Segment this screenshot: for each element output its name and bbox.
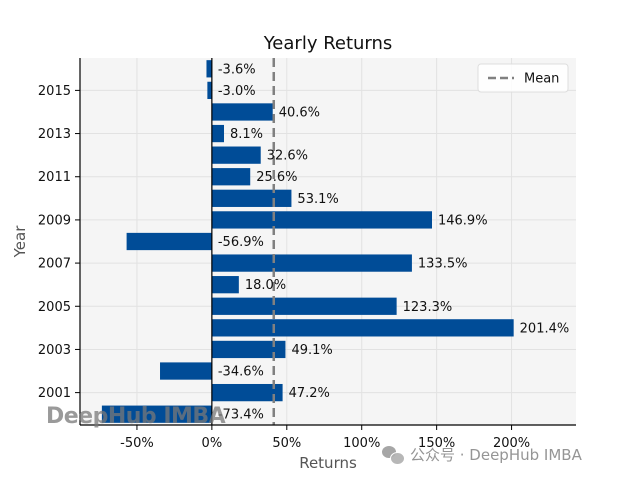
bar-2001 xyxy=(211,383,283,402)
data-label-2005: 123.3% xyxy=(403,300,453,315)
x-axis-label: Returns xyxy=(299,454,357,472)
data-label-2011: 25.6% xyxy=(256,170,297,185)
data-label-2002: -34.6% xyxy=(218,365,264,380)
wechat-icon xyxy=(382,445,405,465)
bar-2013 xyxy=(211,124,225,143)
data-label-2016: -3.6% xyxy=(218,62,256,77)
bar-2011 xyxy=(211,168,251,186)
bar-2014 xyxy=(211,103,273,121)
data-label-2009: 146.9% xyxy=(438,213,488,228)
watermark-right-text: 公众号 · DeepHub IMBA xyxy=(410,446,582,464)
bar-2002 xyxy=(160,362,212,380)
y-tick-label: 2009 xyxy=(38,213,71,228)
x-tick-label: 100% xyxy=(343,436,380,451)
watermark-right: 公众号 · DeepHub IMBA xyxy=(382,444,582,465)
y-tick-label: 2007 xyxy=(38,257,71,272)
y-tick-label: 2005 xyxy=(38,300,71,315)
legend-box xyxy=(477,63,569,93)
data-label-2012: 32.6% xyxy=(267,149,308,164)
legend-mean-label: Mean xyxy=(524,72,559,87)
y-tick-label: 2003 xyxy=(38,343,71,358)
data-label-2008: -56.9% xyxy=(218,235,264,250)
bar-2012 xyxy=(211,146,261,164)
x-tick-label: -50% xyxy=(120,436,154,451)
y-tick-label: 2015 xyxy=(38,84,71,99)
y-axis-label: Year xyxy=(11,225,29,259)
x-tick-label: 150% xyxy=(418,436,455,451)
x-tick-label: 50% xyxy=(272,436,301,451)
data-label-2014: 40.6% xyxy=(279,105,320,120)
bar-2000 xyxy=(101,405,212,423)
bar-2004 xyxy=(211,319,514,337)
watermark-left: DeepHub IMBA xyxy=(46,404,226,429)
x-tick-label: 200% xyxy=(493,436,530,451)
x-tick-label: 0% xyxy=(202,436,223,451)
chart-title: Yearly Returns xyxy=(263,33,393,54)
data-label-2015: -3.0% xyxy=(218,84,256,99)
data-label-2013: 8.1% xyxy=(230,127,263,142)
data-label-2010: 53.1% xyxy=(297,192,338,207)
data-label-2001: 47.2% xyxy=(289,386,330,401)
data-label-2007: 133.5% xyxy=(418,257,468,272)
data-label-2003: 49.1% xyxy=(291,343,332,358)
data-label-2000: -73.4% xyxy=(218,408,264,423)
bar-2005 xyxy=(211,297,397,315)
bar-2006 xyxy=(211,276,239,294)
y-tick-label: 2001 xyxy=(38,386,71,401)
bar-2008 xyxy=(126,232,212,251)
bar-2007 xyxy=(211,254,412,272)
bar-2003 xyxy=(211,340,286,359)
bar-2016 xyxy=(206,60,212,78)
data-label-2006: 18.0% xyxy=(245,278,286,293)
y-tick-label: 2013 xyxy=(38,127,71,142)
y-tick-label: 2011 xyxy=(38,170,71,185)
bar-2015 xyxy=(207,81,212,100)
bar-2010 xyxy=(211,189,292,207)
data-label-2004: 201.4% xyxy=(520,321,570,336)
bar-2009 xyxy=(211,211,432,229)
